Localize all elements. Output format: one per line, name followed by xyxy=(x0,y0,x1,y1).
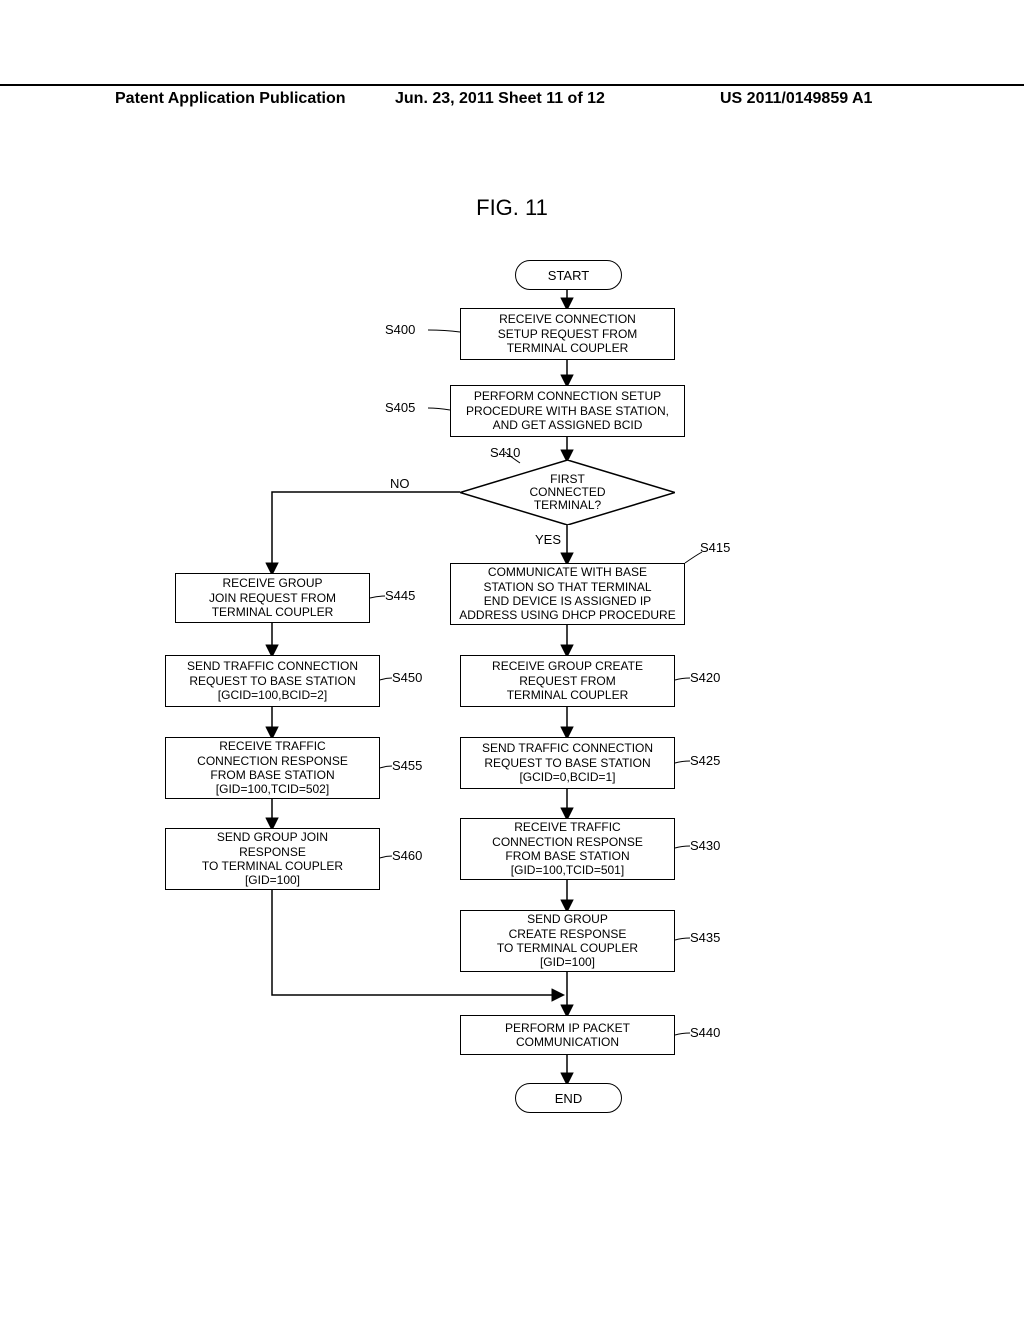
s405-label: S405 xyxy=(385,400,415,415)
no-label: NO xyxy=(390,476,410,491)
s445-text: RECEIVE GROUPJOIN REQUEST FROMTERMINAL C… xyxy=(209,576,336,619)
page: Patent Application Publication Jun. 23, … xyxy=(0,0,1024,1320)
s430-text: RECEIVE TRAFFICCONNECTION RESPONSEFROM B… xyxy=(492,820,643,878)
header-right: US 2011/0149859 A1 xyxy=(720,90,872,108)
end-text: END xyxy=(555,1091,582,1106)
s425-label: S425 xyxy=(690,753,720,768)
step-s445: RECEIVE GROUPJOIN REQUEST FROMTERMINAL C… xyxy=(175,573,370,623)
s440-text: PERFORM IP PACKETCOMMUNICATION xyxy=(505,1021,630,1050)
step-s425: SEND TRAFFIC CONNECTIONREQUEST TO BASE S… xyxy=(460,737,675,789)
step-s430: RECEIVE TRAFFICCONNECTION RESPONSEFROM B… xyxy=(460,818,675,880)
start-text: START xyxy=(548,268,589,283)
step-s400: RECEIVE CONNECTIONSETUP REQUEST FROMTERM… xyxy=(460,308,675,360)
s420-text: RECEIVE GROUP CREATEREQUEST FROMTERMINAL… xyxy=(492,659,643,702)
start-terminator: START xyxy=(515,260,622,290)
s440-label: S440 xyxy=(690,1025,720,1040)
s445-label: S445 xyxy=(385,588,415,603)
s425-text: SEND TRAFFIC CONNECTIONREQUEST TO BASE S… xyxy=(482,741,653,784)
s420-label: S420 xyxy=(690,670,720,685)
s460-label: S460 xyxy=(392,848,422,863)
step-s450: SEND TRAFFIC CONNECTIONREQUEST TO BASE S… xyxy=(165,655,380,707)
header-left: Patent Application Publication xyxy=(115,90,346,108)
s415-label: S415 xyxy=(700,540,730,555)
end-terminator: END xyxy=(515,1083,622,1113)
s405-text: PERFORM CONNECTION SETUPPROCEDURE WITH B… xyxy=(466,389,669,432)
s400-text: RECEIVE CONNECTIONSETUP REQUEST FROMTERM… xyxy=(498,312,638,355)
header-rule xyxy=(0,84,1024,86)
s455-text: RECEIVE TRAFFICCONNECTION RESPONSEFROM B… xyxy=(197,739,348,797)
s435-text: SEND GROUPCREATE RESPONSETO TERMINAL COU… xyxy=(497,912,638,970)
s460-text: SEND GROUP JOINRESPONSETO TERMINAL COUPL… xyxy=(202,830,343,888)
step-s440: PERFORM IP PACKETCOMMUNICATION xyxy=(460,1015,675,1055)
s400-label: S400 xyxy=(385,322,415,337)
s450-text: SEND TRAFFIC CONNECTIONREQUEST TO BASE S… xyxy=(187,659,358,702)
step-s460: SEND GROUP JOINRESPONSETO TERMINAL COUPL… xyxy=(165,828,380,890)
step-s405: PERFORM CONNECTION SETUPPROCEDURE WITH B… xyxy=(450,385,685,437)
flowchart: START RECEIVE CONNECTIONSETUP REQUEST FR… xyxy=(160,260,880,1260)
step-s435: SEND GROUPCREATE RESPONSETO TERMINAL COU… xyxy=(460,910,675,972)
s455-label: S455 xyxy=(392,758,422,773)
yes-label: YES xyxy=(535,532,561,547)
s450-label: S450 xyxy=(392,670,422,685)
s435-label: S435 xyxy=(690,930,720,945)
header-center: Jun. 23, 2011 Sheet 11 of 12 xyxy=(395,90,605,108)
figure-title: FIG. 11 xyxy=(0,195,1024,221)
s410-text: FIRSTCONNECTEDTERMINAL? xyxy=(460,473,675,513)
step-s415: COMMUNICATE WITH BASESTATION SO THAT TER… xyxy=(450,563,685,625)
s410-label: S410 xyxy=(490,445,520,460)
step-s420: RECEIVE GROUP CREATEREQUEST FROMTERMINAL… xyxy=(460,655,675,707)
step-s455: RECEIVE TRAFFICCONNECTION RESPONSEFROM B… xyxy=(165,737,380,799)
s430-label: S430 xyxy=(690,838,720,853)
decision-s410: FIRSTCONNECTEDTERMINAL? xyxy=(460,460,675,525)
s415-text: COMMUNICATE WITH BASESTATION SO THAT TER… xyxy=(459,565,675,623)
